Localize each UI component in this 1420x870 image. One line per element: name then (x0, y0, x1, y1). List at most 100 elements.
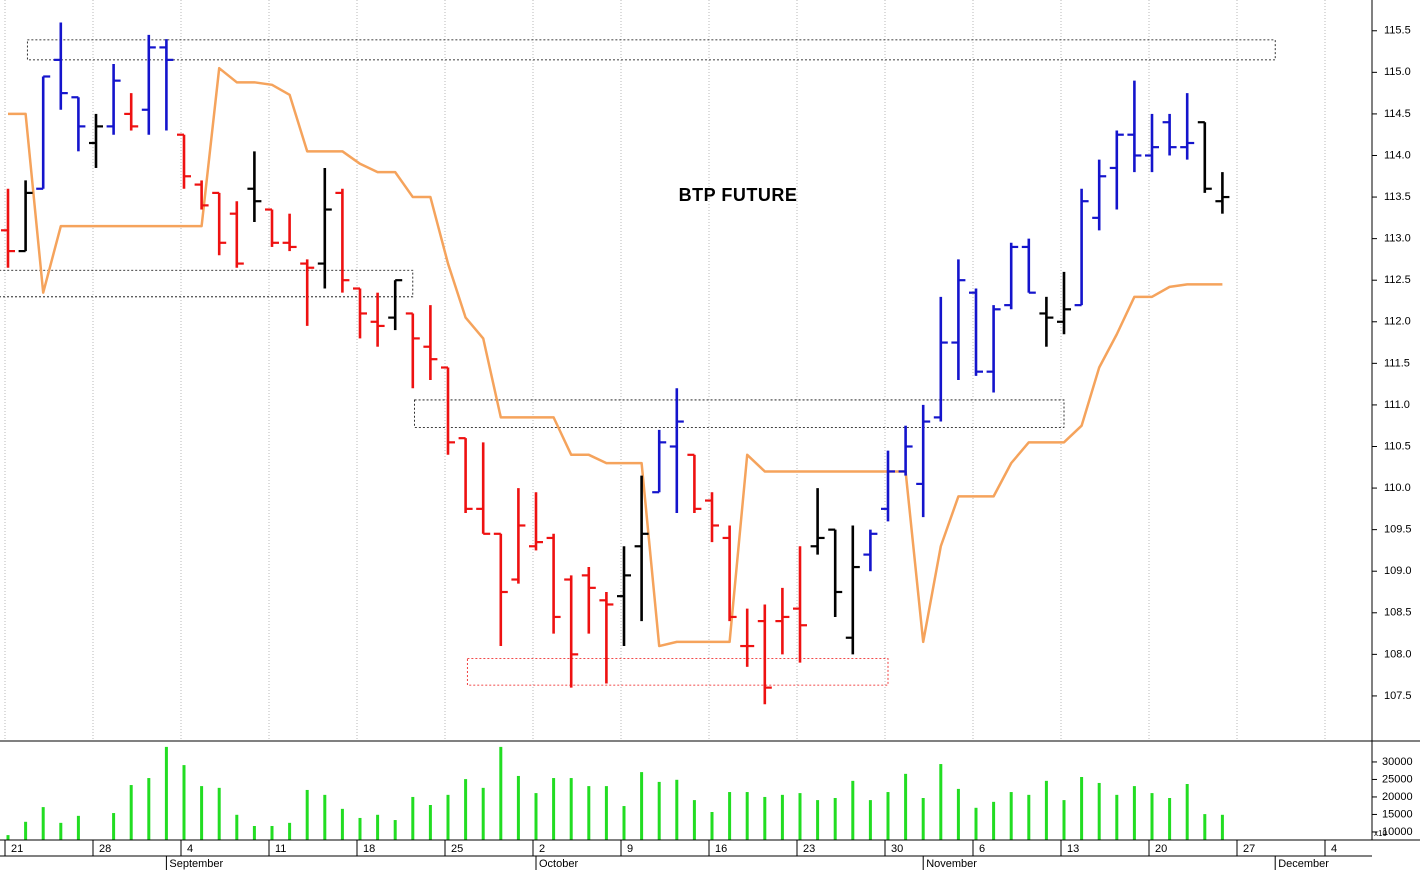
plot (0, 22, 1276, 840)
volume-bar (675, 779, 679, 840)
volume-bar (816, 800, 820, 840)
volume-bar (1009, 792, 1013, 840)
volume-bar (622, 806, 626, 840)
x-tick-label: 21 (11, 843, 23, 855)
volume-bar (1115, 794, 1119, 840)
volume-tick-label: 20000 (1382, 791, 1413, 803)
x-tick-label: 4 (1331, 843, 1337, 855)
volume-bar (886, 792, 890, 840)
x-tick-label: 6 (979, 843, 985, 855)
volume-bar (745, 792, 749, 840)
y-tick-label: 109.5 (1384, 524, 1412, 536)
volume-bar (728, 792, 732, 840)
volume-bar (288, 822, 292, 840)
x-tick-label: 28 (99, 843, 111, 855)
x-tick-label: 18 (363, 843, 375, 855)
volume-bar (1027, 794, 1031, 840)
volume-bar (569, 778, 573, 840)
volume-bar (833, 798, 837, 840)
volume-bar (200, 786, 204, 840)
volume-tick-label: 15000 (1382, 808, 1413, 820)
volume-bar (1168, 798, 1172, 840)
volume-bar (6, 835, 10, 840)
volume-tick-label: 30000 (1382, 756, 1413, 768)
x-tick-label: 9 (627, 843, 633, 855)
volume-bar (604, 786, 608, 840)
y-tick-label: 110.5 (1384, 440, 1411, 452)
y-tick-label: 107.5 (1384, 690, 1412, 702)
y-tick-label: 111.5 (1384, 357, 1410, 369)
volume-bar (446, 794, 450, 840)
y-tick-label: 113.5 (1384, 191, 1411, 203)
volume-bar (270, 826, 274, 840)
volume-bar (516, 775, 520, 840)
volume-bar (798, 793, 802, 840)
volume-bar (640, 772, 644, 840)
month-label: September (169, 858, 223, 870)
y-tick-label: 114.5 (1384, 108, 1411, 120)
zone (26, 39, 1276, 61)
volume-tick-label: 10000 (1382, 826, 1413, 838)
volume-unit: x10 (1374, 829, 1387, 838)
volume-bar (112, 813, 116, 840)
x-tick-label: 23 (803, 843, 815, 855)
x-tick-label: 27 (1243, 843, 1255, 855)
y-tick-label: 115.5 (1384, 25, 1411, 37)
volume-bar (939, 764, 943, 840)
volume-bar (763, 796, 767, 840)
volume-bar (24, 821, 28, 840)
x-tick-label: 13 (1067, 843, 1079, 855)
volume-bar (992, 801, 996, 840)
volume-bar (129, 785, 133, 840)
volume-bar (76, 815, 80, 840)
month-label: December (1278, 858, 1329, 870)
y-tick-label: 115.0 (1384, 66, 1411, 78)
volume-bar (376, 814, 380, 840)
volume-bar (59, 822, 63, 840)
volume-bar (305, 789, 309, 840)
volume-bar (340, 808, 344, 840)
volume-bar (252, 826, 256, 840)
volume-bar (1150, 793, 1154, 840)
volume-bar (323, 794, 327, 840)
volume-bar (147, 778, 151, 840)
volume-bar (534, 793, 538, 840)
volume-bar (1203, 814, 1207, 840)
volume-bar (1080, 777, 1084, 840)
y-tick-label: 112.5 (1384, 274, 1411, 286)
volume-tick-label: 25000 (1382, 773, 1413, 785)
volume-bar (1132, 786, 1136, 840)
volume-bar (956, 788, 960, 840)
x-tick-label: 11 (275, 843, 286, 855)
x-tick-label: 16 (715, 843, 727, 855)
volume-bar (1062, 800, 1066, 840)
volume-bar (552, 778, 556, 840)
volume-bar (921, 798, 925, 840)
volume-bar (235, 814, 239, 840)
volume-bar (1185, 784, 1189, 840)
volume-bar (692, 800, 696, 840)
volume-bar (499, 746, 503, 840)
volume-bar (974, 807, 978, 840)
volume-bar (164, 746, 168, 840)
volume-bar (393, 820, 397, 840)
x-tick-label: 4 (187, 843, 193, 855)
volume-bar (1097, 782, 1101, 840)
x-tick-label: 2 (539, 843, 545, 855)
volume-bar (411, 796, 415, 840)
volume-bar (657, 781, 661, 840)
volume-bar (710, 812, 714, 840)
y-tick-label: 108.5 (1384, 607, 1412, 619)
y-tick-label: 112.0 (1384, 316, 1411, 328)
y-tick-label: 108.0 (1384, 648, 1412, 660)
x-tick-label: 25 (451, 843, 463, 855)
volume-bar (182, 765, 186, 840)
zone (466, 658, 889, 686)
volume-bar (1044, 780, 1048, 840)
volume-bar (587, 786, 591, 840)
volume-bar (41, 807, 45, 840)
volume-bar (481, 787, 485, 840)
